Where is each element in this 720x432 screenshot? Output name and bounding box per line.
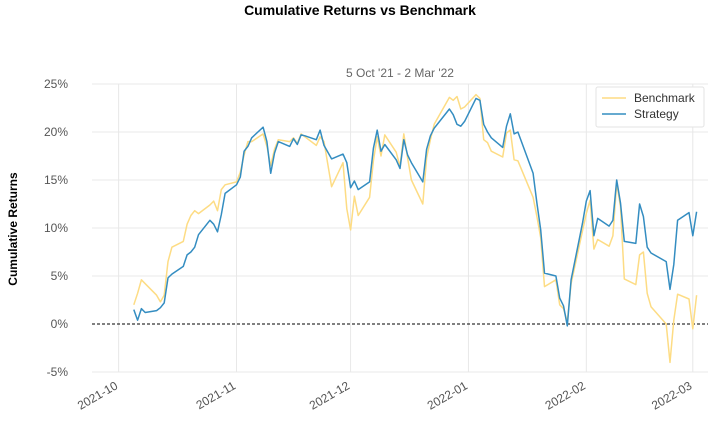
y-tick-label: 10% (44, 221, 68, 235)
series-lines (133, 93, 698, 364)
x-tick-label: 2022-01 (425, 378, 470, 412)
chart-title: Cumulative Returns vs Benchmark (244, 2, 476, 18)
legend-box (595, 86, 705, 128)
legend-label-strategy: Strategy (634, 107, 679, 121)
legend-label-benchmark: Benchmark (634, 91, 696, 105)
x-tick-label: 2021-11 (194, 378, 239, 412)
series-line-strategy (133, 97, 698, 327)
x-tick-label: 2022-02 (543, 378, 588, 412)
y-tick-label: 0% (51, 317, 69, 331)
y-tick-label: -5% (47, 365, 69, 379)
legend: Benchmark Strategy (595, 86, 705, 128)
y-tick-label: 5% (51, 269, 69, 283)
y-tick-label: 20% (44, 125, 68, 139)
x-tick-label: 2021-10 (75, 378, 120, 412)
x-tick-label: 2022-03 (649, 378, 694, 412)
chart-subtitle: 5 Oct '21 - 2 Mar '22 (346, 66, 454, 80)
x-axis-ticks: 2021-10 2021-11 2021-12 2022-01 2022-02 2022-… (75, 378, 695, 412)
y-tick-label: 25% (44, 77, 68, 91)
y-axis-ticks: -5% 0% 5% 10% 15% 20% 25% (44, 77, 68, 379)
series-line-benchmark (133, 93, 698, 364)
x-tick-label: 2021-12 (307, 378, 352, 412)
y-tick-label: 15% (44, 173, 68, 187)
